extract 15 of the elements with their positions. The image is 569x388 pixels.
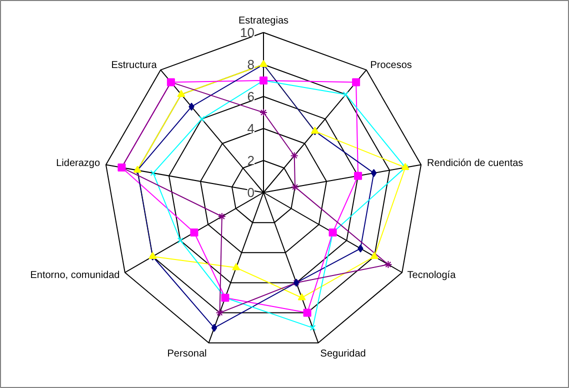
y-tick-label: 6 bbox=[247, 89, 255, 104]
spoke-label: Entorno, comunidad bbox=[30, 270, 120, 281]
y-tick-label: 4 bbox=[247, 121, 255, 136]
y-tick-label: 2 bbox=[247, 153, 255, 168]
y-tick-label: 8 bbox=[247, 57, 255, 72]
spoke-label: Estrategias bbox=[238, 16, 289, 26]
y-tick-label: 0 bbox=[247, 185, 255, 200]
spoke-label: Estructura bbox=[111, 60, 158, 71]
spoke-label: Procesos bbox=[370, 60, 412, 71]
spoke-label: Rendición de cuentas bbox=[426, 158, 524, 170]
spoke-label: Liderazgo bbox=[56, 158, 100, 170]
spoke-label: Personal bbox=[167, 348, 207, 360]
spoke-label: Seguridad bbox=[320, 348, 366, 360]
spoke-label: Tecnología bbox=[407, 270, 456, 281]
y-tick-label: 10 bbox=[240, 25, 255, 40]
